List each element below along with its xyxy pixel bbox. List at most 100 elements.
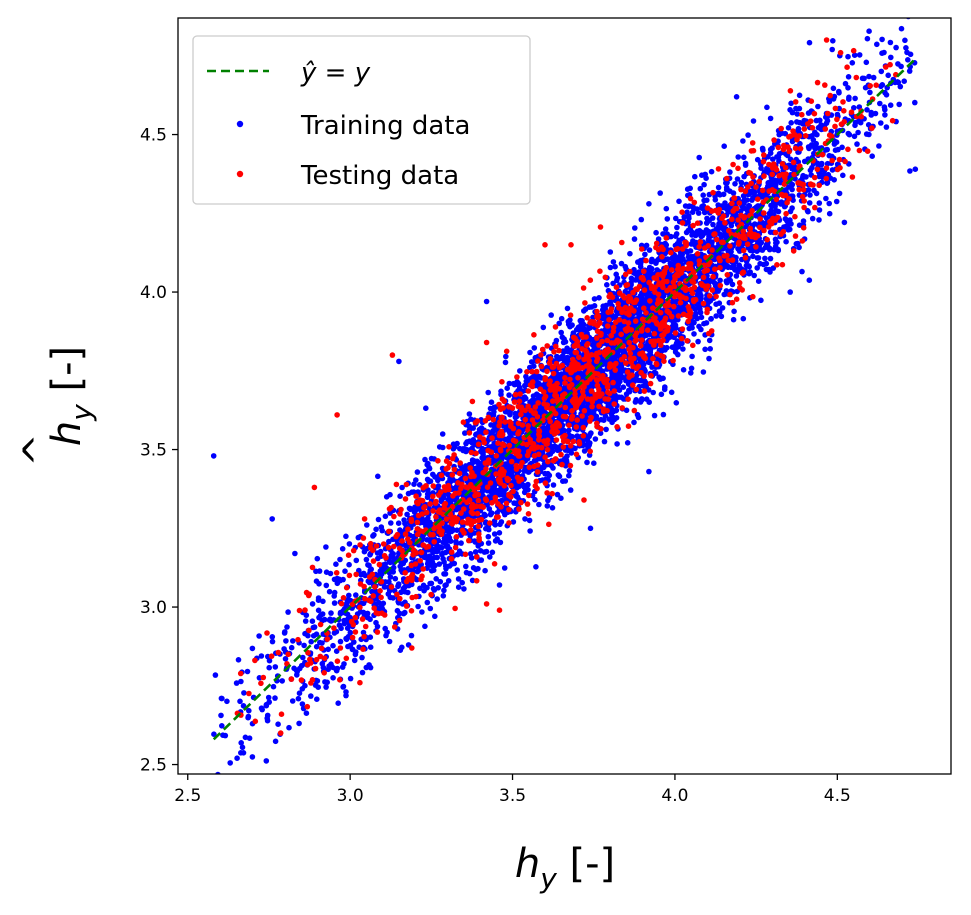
scatter-point xyxy=(402,609,408,616)
scatter-point xyxy=(220,732,226,738)
scatter-point xyxy=(441,587,447,594)
scatter-point xyxy=(423,405,429,412)
scatter-point xyxy=(314,696,320,702)
scatter-point xyxy=(856,52,863,58)
scatter-point xyxy=(888,54,894,61)
scatter-point xyxy=(527,528,533,534)
scatter-point xyxy=(386,638,393,645)
scatter-point xyxy=(643,382,649,388)
scatter-point xyxy=(813,117,820,124)
scatter-point xyxy=(701,320,707,327)
scatter-point xyxy=(724,279,730,286)
scatter-point xyxy=(297,665,303,672)
scatter-point xyxy=(422,456,428,463)
scatter-point xyxy=(424,494,431,501)
scatter-point xyxy=(727,169,733,175)
scatter-point xyxy=(749,188,756,194)
scatter-point xyxy=(561,348,568,355)
scatter-point xyxy=(531,397,537,403)
scatter-point xyxy=(638,216,645,223)
scatter-point xyxy=(688,365,695,372)
scatter-point xyxy=(912,99,918,106)
scatter-point xyxy=(420,582,427,589)
scatter-point xyxy=(561,336,567,342)
scatter-point xyxy=(591,460,597,467)
scatter-point xyxy=(305,632,311,639)
scatter-point xyxy=(357,609,364,615)
scatter-point xyxy=(668,261,674,267)
scatter-point xyxy=(581,308,587,314)
scatter-point xyxy=(680,346,686,352)
scatter-point xyxy=(432,474,438,480)
scatter-point xyxy=(611,416,618,423)
scatter-point xyxy=(631,266,637,273)
scatter-point xyxy=(496,530,503,536)
scatter-point xyxy=(706,337,713,344)
scatter-point xyxy=(370,533,376,539)
scatter-point xyxy=(646,247,653,253)
scatter-point xyxy=(778,199,785,205)
scatter-point xyxy=(299,701,306,707)
scatter-point xyxy=(624,440,631,446)
scatter-point xyxy=(468,555,475,561)
scatter-point xyxy=(607,264,614,271)
scatter-point xyxy=(415,603,421,610)
scatter-point xyxy=(754,265,760,271)
scatter-point xyxy=(740,138,746,144)
scatter-point xyxy=(325,646,332,653)
scatter-point xyxy=(671,318,677,325)
scatter-point xyxy=(706,355,712,362)
scatter-point xyxy=(344,611,351,618)
scatter-point xyxy=(734,176,741,182)
scatter-point xyxy=(596,295,602,301)
scatter-point xyxy=(766,210,773,217)
scatter-point xyxy=(347,675,354,682)
scatter-point xyxy=(336,622,343,628)
scatter-point xyxy=(767,269,773,275)
scatter-point xyxy=(315,607,322,614)
scatter-point xyxy=(411,489,417,495)
scatter-point xyxy=(655,236,662,242)
scatter-point xyxy=(716,225,722,231)
scatter-point xyxy=(219,723,225,729)
scatter-point xyxy=(362,572,369,579)
scatter-point xyxy=(240,750,247,756)
scatter-point xyxy=(364,610,371,617)
scatter-point xyxy=(783,238,789,245)
scatter-point xyxy=(849,60,856,66)
scatter-point xyxy=(562,478,569,484)
scatter-point xyxy=(510,519,517,525)
scatter-point xyxy=(561,386,568,392)
scatter-point xyxy=(330,642,336,649)
scatter-point xyxy=(475,459,481,466)
scatter-point xyxy=(531,345,538,351)
scatter-point xyxy=(627,250,633,257)
scatter-point xyxy=(316,568,323,574)
scatter-point xyxy=(467,570,473,577)
scatter-point xyxy=(695,338,701,345)
scatter-point xyxy=(604,282,610,288)
scatter-point xyxy=(741,173,747,180)
scatter-point xyxy=(346,592,352,599)
scatter-point xyxy=(831,177,837,183)
scatter-point xyxy=(834,111,841,118)
scatter-point xyxy=(691,319,697,326)
scatter-point xyxy=(661,386,668,393)
scatter-point xyxy=(653,260,659,267)
scatter-point xyxy=(642,251,648,258)
scatter-point xyxy=(662,226,669,232)
scatter-point xyxy=(878,120,884,126)
scatter-point xyxy=(866,28,872,34)
scatter-point xyxy=(746,202,752,209)
scatter-point xyxy=(546,472,553,479)
scatter-point xyxy=(284,624,290,630)
scatter-point xyxy=(767,255,774,262)
scatter-point xyxy=(823,120,830,126)
scatter-point xyxy=(330,675,336,681)
scatter-point xyxy=(649,364,655,370)
scatter-point xyxy=(283,638,289,644)
scatter-point xyxy=(620,396,627,402)
scatter-point xyxy=(473,566,479,573)
scatter-point xyxy=(424,476,431,483)
scatter-point xyxy=(311,624,318,630)
